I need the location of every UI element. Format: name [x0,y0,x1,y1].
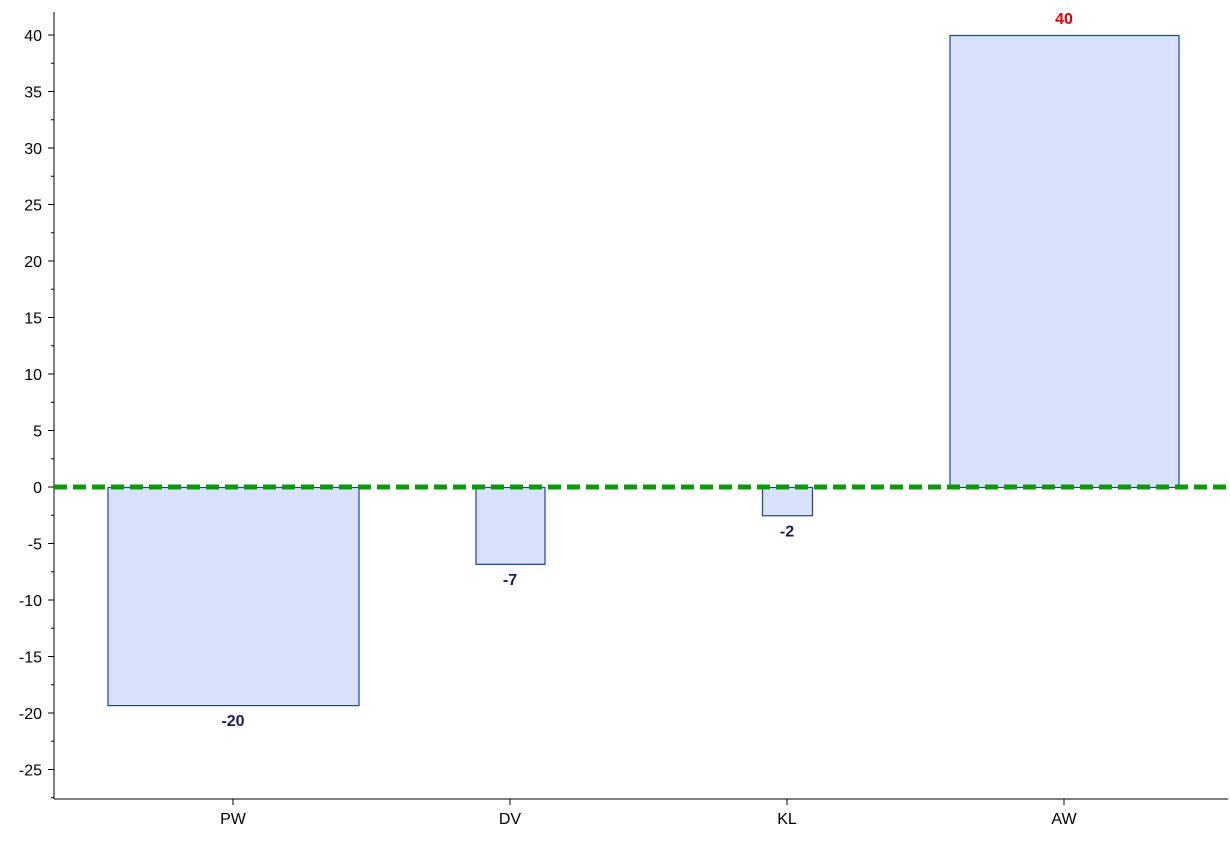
y-tick-label: 5 [33,424,42,441]
y-tick-label: 0 [33,480,42,497]
y-tick-label: -20 [19,706,42,723]
x-tick-label-dv: DV [499,811,522,828]
data-label-dv: -7 [503,572,517,589]
y-tick-label: -25 [19,763,42,780]
x-axis: PW DV KL AW [54,798,1228,828]
y-tick-label: -5 [28,537,42,554]
y-tick-label: 20 [24,254,42,271]
bars [107,34,1180,707]
y-tick-label: 35 [24,85,42,102]
data-label-pw: -20 [221,713,244,730]
y-axis: 40 35 30 25 20 15 10 5 0 -5 -10 -15 -20 -25 [19,12,55,799]
y-tick-label: 10 [24,367,42,384]
y-tick-label: 15 [24,311,42,328]
bar-aw [949,34,1180,489]
x-tick-label-kl: KL [777,811,797,828]
y-tick-label: 30 [24,141,42,158]
data-label-kl: -2 [780,523,794,540]
x-tick-label-pw: PW [220,811,247,828]
y-tick-label: 25 [24,198,42,215]
bar-kl [761,486,814,517]
x-tick-label-aw: AW [1051,811,1077,828]
y-tick-label: -15 [19,650,42,667]
y-tick-label: 40 [24,28,42,45]
y-tick-label: -10 [19,593,42,610]
data-labels: -20 -7 -2 40 [221,11,1073,730]
data-label-aw: 40 [1055,11,1073,28]
bar-dv [475,486,546,565]
bar-pw [107,486,360,707]
